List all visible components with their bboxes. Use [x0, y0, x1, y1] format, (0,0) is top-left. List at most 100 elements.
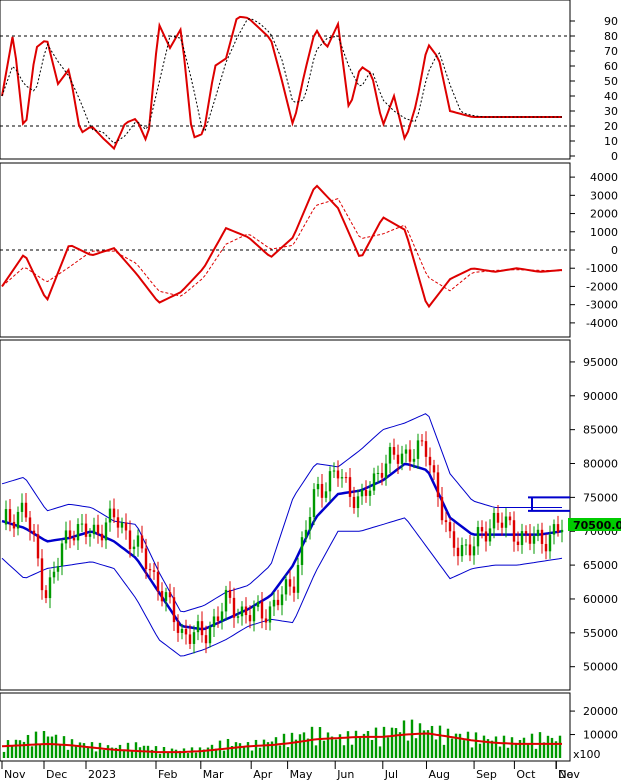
volume-bar	[474, 732, 478, 758]
osc-y-tick-label: 40	[604, 90, 618, 103]
candle-body	[304, 529, 308, 538]
volume-bar	[286, 747, 290, 758]
volume-bar	[510, 737, 514, 758]
bollinger-lower	[1, 517, 563, 657]
candle-body	[68, 530, 72, 538]
volume-bar	[210, 744, 214, 758]
candle-body	[500, 522, 504, 528]
candle-body	[148, 569, 152, 571]
volume-bar	[246, 742, 250, 758]
osc-signal-line	[1, 17, 562, 144]
volume-bar	[478, 743, 482, 758]
x-tick-label: Jun	[336, 768, 354, 781]
volume-bar	[310, 726, 314, 758]
candle-body	[408, 449, 412, 462]
candle-body	[428, 456, 432, 466]
price-y-tick-label: 85000	[583, 424, 618, 437]
candle-body	[520, 531, 524, 546]
mom-y-tick-label: 1000	[590, 226, 618, 239]
candle-body	[160, 591, 164, 602]
osc-y-tick-label: 20	[604, 120, 618, 133]
last-price-text: 70500.00	[573, 519, 621, 532]
volume-bar	[2, 751, 6, 758]
candle-body	[48, 577, 52, 599]
candle-body	[176, 622, 180, 633]
candle-body	[340, 477, 344, 479]
candle-body	[80, 523, 84, 525]
bollinger-mid	[1, 462, 563, 631]
candle-body	[40, 558, 44, 591]
candle-body	[552, 524, 556, 535]
candle-body	[536, 529, 540, 537]
volume-bar	[190, 747, 194, 758]
candle-body	[216, 616, 220, 621]
volume-bar	[170, 748, 174, 758]
candle-body	[212, 616, 216, 628]
candle-body	[292, 586, 296, 593]
volume-bar	[546, 735, 550, 758]
candle-body	[196, 621, 200, 633]
mom-y-tick-label: -3000	[586, 299, 618, 312]
volume-bar	[6, 740, 10, 758]
volume-bar	[318, 727, 322, 758]
x-tick-label: 2023	[88, 768, 116, 781]
volume-bar	[166, 751, 170, 758]
x-tick-label: Oct	[516, 768, 536, 781]
volume-bar	[74, 745, 78, 758]
volume-bar	[66, 749, 70, 758]
osc-y-tick-label: 90	[604, 15, 618, 28]
volume-bar	[338, 734, 342, 758]
volume-bar	[278, 745, 282, 758]
candle-body	[264, 618, 268, 623]
candle-body	[404, 449, 408, 454]
osc-y-tick-label: 10	[604, 135, 618, 148]
volume-bar	[230, 746, 234, 758]
momentum-layer: -4000 -3000 -2000 -1000 0 1000 2000 3000 4000	[0, 171, 618, 330]
volume-bar	[502, 735, 506, 758]
price-y-tick-label: 95000	[583, 356, 618, 369]
volume-bar	[486, 739, 490, 758]
candle-body	[76, 524, 80, 541]
volume-bar	[494, 736, 498, 758]
candle-body	[368, 490, 372, 496]
volume-bar	[334, 739, 338, 758]
candle-body	[228, 589, 232, 598]
mom-line	[1, 184, 563, 309]
volume-bar	[62, 736, 66, 758]
candle-body	[364, 489, 368, 496]
candle-body	[120, 522, 124, 528]
candle-body	[436, 472, 440, 498]
candle-body	[24, 502, 28, 518]
candle-body	[444, 520, 448, 523]
candle-body	[268, 606, 272, 623]
volume-bar	[26, 734, 30, 758]
candle-body	[52, 571, 56, 578]
volume-bar	[426, 730, 430, 758]
x-tick-label: Dec	[46, 768, 67, 781]
mom-y-tick-label: -4000	[586, 317, 618, 330]
volume-bar	[422, 730, 426, 758]
candle-body	[440, 497, 444, 521]
volume-bar	[442, 744, 446, 758]
volume-bar	[214, 748, 218, 758]
bollinger-upper	[1, 413, 562, 613]
volume-bar	[370, 739, 374, 758]
volume-bar	[186, 753, 190, 758]
volume-bar	[518, 740, 522, 758]
candle-body	[116, 517, 120, 528]
volume-bar	[350, 744, 354, 758]
volume-bar	[406, 740, 410, 758]
x-tick-label: Nov	[4, 768, 26, 781]
candle-body	[188, 634, 192, 644]
price-panel	[0, 339, 571, 691]
volume-bar	[458, 733, 462, 758]
x-tick-label: Mar	[203, 768, 224, 781]
candle-body	[100, 533, 104, 541]
candle-body	[96, 524, 100, 534]
candle-body	[468, 544, 472, 556]
vol-y-tick-label: 10000	[583, 729, 618, 742]
volume-bar	[306, 738, 310, 758]
volume-bar	[110, 747, 114, 758]
x-tick-label: Nov	[558, 768, 580, 781]
volume-bar	[462, 740, 466, 758]
